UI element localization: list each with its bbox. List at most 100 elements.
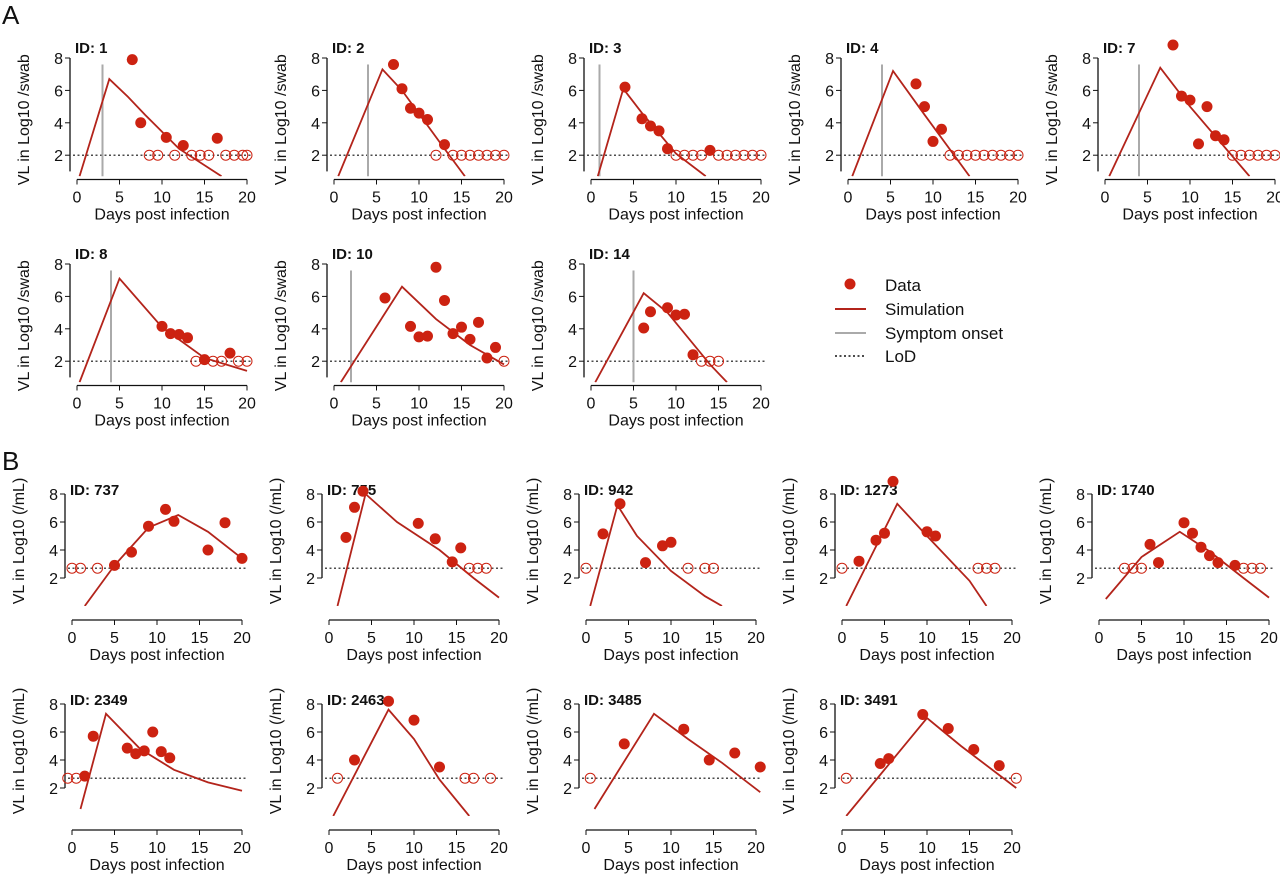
- x-tick-label: 20: [752, 190, 770, 207]
- x-tick-label: 5: [629, 190, 638, 207]
- data-point: [665, 536, 677, 548]
- x-tick-label: 10: [918, 840, 936, 857]
- panel-label-a: A: [2, 0, 20, 30]
- simulation-curve: [845, 502, 988, 606]
- data-point: [1218, 134, 1230, 146]
- censored-point: [1269, 149, 1280, 161]
- data-point: [473, 316, 484, 328]
- censored-point: [704, 355, 716, 367]
- x-tick-label: 10: [153, 396, 171, 413]
- data-point: [446, 556, 458, 568]
- y-tick-label: 6: [568, 83, 577, 100]
- y-tick-label: 4: [49, 543, 58, 560]
- y-tick-label: 2: [306, 571, 315, 588]
- data-point: [412, 517, 424, 529]
- simulation-curve: [1108, 65, 1251, 177]
- data-point: [455, 542, 467, 554]
- data-point: [927, 135, 939, 147]
- censored-point: [682, 562, 694, 574]
- data-point: [1204, 550, 1215, 562]
- legend-data-label: Data: [885, 276, 921, 295]
- censored-point: [143, 149, 155, 161]
- chart-panel: 0 5 10 15 20 2 4 6 8 Days post infection VL in Log…: [787, 40, 1027, 224]
- y-tick-label: 8: [306, 697, 315, 714]
- y-axis-label: VL in Log10 /swab: [16, 260, 33, 391]
- panel-title: ID: 7: [1103, 40, 1136, 57]
- x-tick-label: 0: [587, 396, 596, 413]
- simulation-curve: [1105, 530, 1270, 600]
- y-axis-label: VL in Log10 /swab: [530, 54, 547, 185]
- data-point: [173, 328, 185, 340]
- censored-point: [92, 562, 103, 574]
- data-point: [405, 320, 416, 332]
- y-tick-label: 6: [1082, 83, 1091, 100]
- data-point: [670, 309, 682, 321]
- x-tick-label: 10: [148, 630, 166, 647]
- data-point: [383, 695, 394, 707]
- y-tick-label: 6: [819, 515, 828, 532]
- censored-point: [472, 562, 484, 574]
- data-point: [870, 534, 882, 546]
- censored-point: [961, 149, 973, 161]
- x-tick-label: 0: [838, 630, 847, 647]
- x-tick-label: 15: [705, 630, 723, 647]
- censored-point: [687, 149, 699, 161]
- data-point: [679, 308, 690, 320]
- censored-point: [1119, 562, 1130, 574]
- chart-panel: 0 5 10 15 20 2 4 6 8 Days post infection VL in Log…: [1038, 478, 1278, 664]
- data-point: [921, 526, 933, 538]
- censored-point: [1227, 149, 1238, 161]
- x-tick-label: 20: [1009, 190, 1027, 207]
- data-point: [155, 746, 167, 758]
- data-point: [1184, 94, 1196, 106]
- censored-point: [696, 149, 707, 161]
- x-tick-label: 20: [752, 396, 770, 413]
- data-point: [729, 747, 741, 759]
- censored-point: [953, 149, 964, 161]
- x-tick-label: 0: [330, 190, 339, 207]
- simulation-curve: [596, 86, 707, 177]
- y-tick-label: 2: [819, 781, 828, 798]
- data-point: [164, 752, 176, 764]
- x-tick-label: 0: [73, 190, 82, 207]
- censored-point: [972, 562, 984, 574]
- y-axis-label: VL in Log10 /swab: [787, 54, 804, 185]
- data-point: [413, 331, 425, 343]
- simulation-curve: [78, 77, 222, 177]
- x-tick-label: 20: [238, 396, 256, 413]
- censored-point: [580, 562, 592, 574]
- x-tick-label: 20: [233, 630, 251, 647]
- chart-panel: 0 5 10 15 20 2 4 6 8 Days post infection VL in Log…: [16, 40, 256, 224]
- data-point: [853, 555, 865, 567]
- panel-title: ID: 8: [75, 246, 108, 263]
- simulation-curve: [594, 291, 728, 383]
- censored-point: [152, 149, 164, 161]
- y-tick-label: 4: [49, 753, 58, 770]
- data-point: [130, 748, 142, 760]
- y-tick-label: 6: [568, 289, 577, 306]
- x-axis-label: Days post infection: [1116, 647, 1251, 664]
- panel-title: ID: 1740: [1097, 482, 1155, 499]
- legend-lod-label: LoD: [885, 347, 916, 366]
- censored-point: [464, 149, 476, 161]
- y-tick-label: 6: [49, 515, 58, 532]
- y-axis-label: VL in Log10 /swab: [530, 260, 547, 391]
- x-tick-label: 10: [148, 840, 166, 857]
- censored-point: [1004, 149, 1015, 161]
- censored-point: [840, 772, 852, 784]
- y-axis-label: VL in Log10 /swab: [1044, 54, 1061, 185]
- y-tick-label: 8: [1076, 487, 1085, 504]
- panel-label-b: B: [2, 446, 20, 476]
- panel-title: ID: 1273: [840, 482, 898, 499]
- panel-title: ID: 14: [589, 246, 631, 263]
- y-axis-label: VL in Log10 (/mL): [781, 478, 798, 605]
- x-tick-label: 20: [1003, 840, 1021, 857]
- x-tick-label: 5: [110, 630, 119, 647]
- x-tick-label: 5: [115, 396, 124, 413]
- data-point: [379, 292, 391, 304]
- censored-point: [169, 149, 181, 161]
- censored-point: [699, 562, 711, 574]
- data-point: [447, 328, 459, 340]
- censored-point: [1261, 149, 1272, 161]
- y-tick-label: 6: [54, 289, 63, 306]
